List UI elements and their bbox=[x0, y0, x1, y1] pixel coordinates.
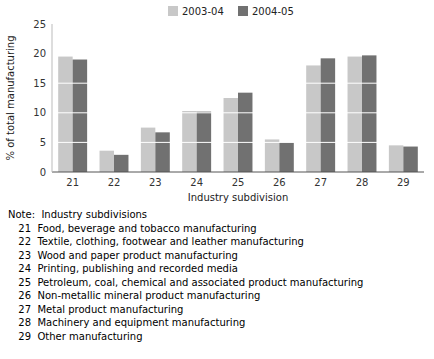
bar bbox=[321, 58, 335, 172]
bar bbox=[182, 111, 196, 172]
x-tick-label: 22 bbox=[108, 177, 121, 188]
note: 25 Petroleum, coal, chemical and associa… bbox=[12, 277, 363, 288]
legend-swatch bbox=[168, 6, 178, 16]
legend-swatch bbox=[238, 6, 248, 16]
grid-line bbox=[52, 53, 424, 54]
note: 28 Machinery and equipment manufacturing bbox=[12, 317, 245, 328]
x-tick-label: 23 bbox=[149, 177, 162, 188]
x-tick-label: 21 bbox=[66, 177, 79, 188]
y-tick-label: 10 bbox=[33, 107, 46, 118]
y-axis-label: % of total manufacturing bbox=[5, 35, 16, 160]
y-tick-label: 20 bbox=[33, 48, 46, 59]
note: 21 Food, beverage and tobacco manufactur… bbox=[12, 223, 257, 234]
bar bbox=[279, 142, 293, 172]
x-tick-label: 24 bbox=[190, 177, 203, 188]
grid-line bbox=[52, 142, 424, 143]
note: 26 Non-metallic mineral product manufact… bbox=[12, 290, 260, 301]
y-axis-line bbox=[52, 24, 53, 172]
bars bbox=[52, 54, 424, 172]
x-tick-label: 25 bbox=[232, 177, 245, 188]
bar bbox=[306, 65, 320, 172]
bar bbox=[197, 112, 211, 172]
grid-line bbox=[52, 112, 424, 113]
bar bbox=[238, 93, 252, 172]
x-axis-label: Industry subdivision bbox=[188, 192, 288, 203]
note: 27 Metal product manufacturing bbox=[12, 304, 183, 315]
note: 22 Textile, clothing, footwear and leath… bbox=[12, 236, 304, 247]
bar bbox=[141, 128, 155, 172]
note: 23 Wood and paper product manufacturing bbox=[12, 250, 238, 261]
legend-entry: 2004-05 bbox=[252, 6, 294, 17]
note: 24 Printing, publishing and recorded med… bbox=[12, 263, 238, 274]
x-tick-label: 26 bbox=[273, 177, 286, 188]
bar bbox=[224, 98, 238, 172]
bar bbox=[362, 55, 376, 172]
y-tick-label: 25 bbox=[33, 19, 46, 30]
bar bbox=[389, 145, 403, 172]
bar bbox=[155, 132, 169, 172]
x-tick-label: 28 bbox=[356, 177, 369, 188]
legend-entry: 2003-04 bbox=[182, 6, 224, 17]
chart: 0 5 10 15 20 25 21 22 23 24 25 26 27 28 29 Industry sub… bbox=[0, 0, 434, 359]
x-tick-label: 27 bbox=[314, 177, 327, 188]
legend: 2003-04 2004-05 bbox=[168, 6, 294, 17]
y-tick-label: 5 bbox=[40, 137, 46, 148]
note: 29 Other manufacturing bbox=[12, 331, 143, 342]
bar bbox=[73, 60, 87, 172]
bar bbox=[114, 155, 128, 172]
x-tick-label: 29 bbox=[397, 177, 410, 188]
y-tick-label: 15 bbox=[33, 78, 46, 89]
bar bbox=[403, 147, 417, 172]
note: Note: Industry subdivisions bbox=[8, 209, 147, 220]
y-tick-label: 0 bbox=[40, 167, 46, 178]
bar bbox=[265, 139, 279, 172]
x-axis-line bbox=[52, 172, 424, 173]
bar bbox=[100, 151, 114, 172]
bar bbox=[58, 57, 72, 172]
grid-line bbox=[52, 83, 424, 84]
bar bbox=[348, 57, 362, 172]
